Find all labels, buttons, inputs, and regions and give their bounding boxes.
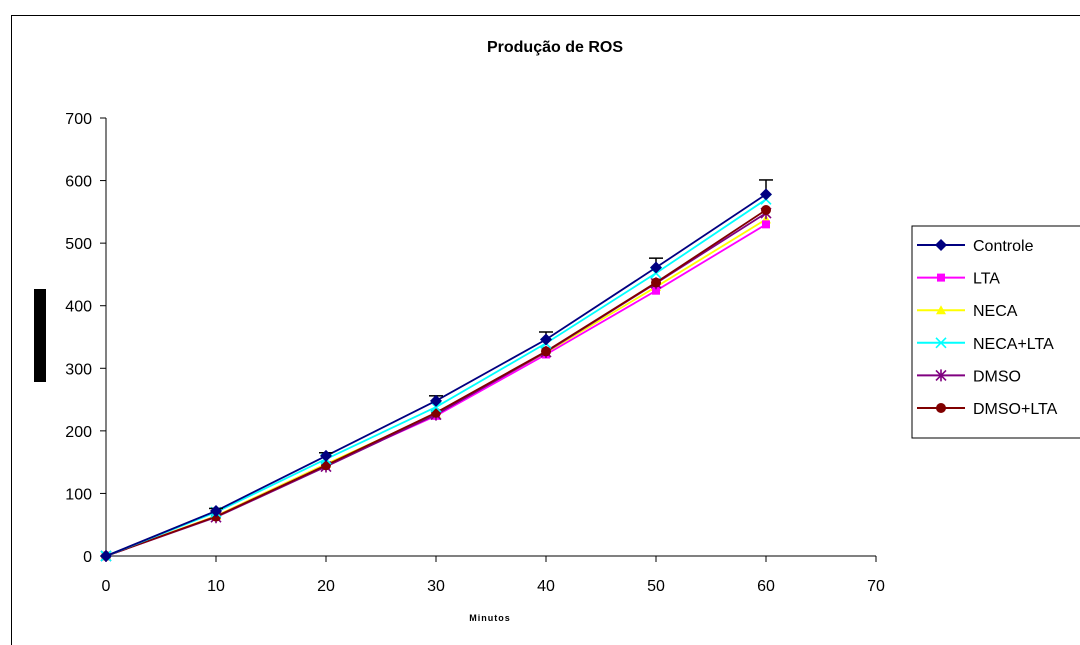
legend-marker [936,305,946,315]
legend-marker [935,239,947,251]
x-tick-label: 0 [102,578,111,595]
data-point [760,188,772,201]
series-neca-lta [100,193,772,562]
x-tick-label: 50 [647,578,665,595]
legend-item-dmso-lta: DMSO+LTA [917,401,1058,418]
legend-label: DMSO [973,368,1021,385]
legend-marker [936,403,946,413]
y-tick-label: 700 [65,111,92,128]
data-point [210,504,222,517]
data-point [762,220,770,229]
series-line [105,212,767,557]
legend-marker [935,337,947,349]
series-neca [101,214,771,560]
legend-item-controle: Controle [917,238,1034,255]
legend-label: NECA [973,303,1018,320]
legend-item-dmso: DMSO [917,368,1021,385]
x-tick-label: 70 [867,578,885,595]
legend-item-neca-lta: NECA+LTA [917,336,1054,353]
legend-label: DMSO+LTA [973,401,1058,418]
x-tick-label: 10 [207,578,225,595]
data-point [652,286,660,295]
legend-marker [935,369,947,382]
y-tick-label: 300 [65,361,92,378]
series-line [105,198,767,557]
series-layer [100,179,773,562]
series-dmso [100,207,772,562]
series-line [105,209,767,557]
series-line [105,218,767,557]
chart-title: Produção de ROS [487,39,623,56]
data-point [761,204,771,215]
legend-label: NECA+LTA [973,336,1054,353]
data-point [540,333,552,346]
x-tick-label: 30 [427,578,445,595]
series-line [105,193,767,557]
x-axis-title: Minutos [469,613,511,623]
data-point [100,550,112,562]
legend-label: Controle [973,238,1034,255]
data-point [320,449,332,462]
y-tick-label: 400 [65,299,92,316]
data-point [430,394,442,407]
x-tick-label: 40 [537,578,555,595]
y-axis-label-box [34,289,46,382]
legend-item-neca: NECA [917,303,1018,320]
legend: Controle LTA NECA NECA+LTA DMSO DMSO+LTA [911,225,1080,439]
y-tick-label: 600 [65,174,92,191]
data-point [651,277,661,288]
series-line [105,223,767,557]
chart-area [11,15,1080,645]
series-controle [100,179,773,562]
data-point [321,460,331,471]
legend-item-lta: LTA [917,271,1000,288]
y-tick-label: 0 [83,549,92,566]
y-tick-label: 500 [65,236,92,253]
y-tick-label: 200 [65,424,92,441]
data-point [541,346,551,357]
series-lta [102,220,770,560]
x-tick-label: 20 [317,578,335,595]
legend-box [911,225,1080,439]
data-point [650,261,662,274]
x-tick-label: 60 [757,578,775,595]
axes: 0 100 200 300 400 500 600 700 0 10 20 30 40 50 60 70 [65,111,885,595]
y-tick-label: 100 [65,486,92,503]
legend-marker [937,273,945,282]
data-point [430,401,442,413]
legend-label: LTA [973,271,1000,288]
